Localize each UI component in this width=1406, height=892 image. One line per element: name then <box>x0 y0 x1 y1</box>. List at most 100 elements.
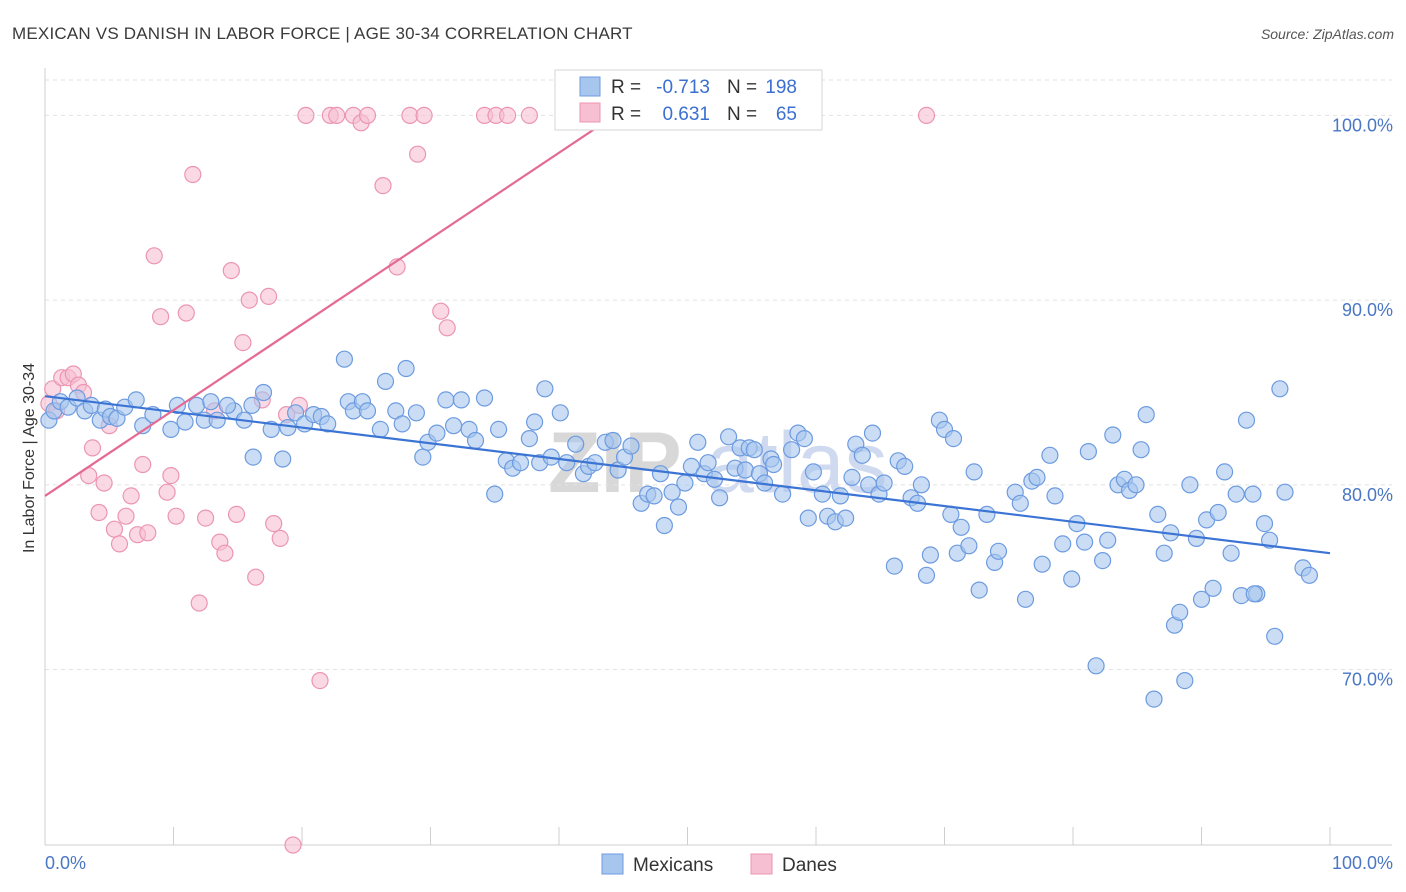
danes-point <box>374 177 392 195</box>
mexicans-point <box>1132 441 1150 459</box>
danes-point <box>197 509 215 527</box>
mexicans-point <box>863 424 882 442</box>
mexicans-point <box>1011 494 1029 512</box>
mexicans-point <box>511 454 530 472</box>
mexicans-point <box>274 450 292 468</box>
mexicans-point <box>127 391 145 409</box>
mexicans-point <box>208 411 226 429</box>
danes-point <box>110 535 129 553</box>
y-tick-label: 70.0% <box>1342 670 1393 690</box>
x-tick-label-min: 0.0% <box>45 853 86 873</box>
chart-title: MEXICAN VS DANISH IN LABOR FORCE | AGE 3… <box>12 24 633 43</box>
danes-point <box>499 106 517 125</box>
danes-point <box>95 474 113 492</box>
mexicans-point <box>965 463 983 481</box>
stats-r-value-mexicans: -0.713 <box>656 77 710 98</box>
y-tick-label: 90.0% <box>1342 300 1393 320</box>
stats-r-value-danes: 0.631 <box>662 104 710 125</box>
mexicans-point <box>1181 476 1199 494</box>
mexicans-point <box>437 391 455 409</box>
mexicans-point <box>689 433 707 451</box>
mexicans-point <box>452 391 470 409</box>
mexicans-point <box>1099 531 1117 549</box>
mexicans-point <box>944 430 963 448</box>
mexicans-point <box>875 474 893 492</box>
stats-r-label-danes: R = <box>611 104 641 125</box>
mexicans-point <box>1054 535 1072 553</box>
mexicans-point <box>244 448 262 466</box>
danes-point <box>260 287 278 305</box>
stats-swatch-mexicans <box>579 76 601 97</box>
mexicans-point <box>393 415 411 433</box>
stats-legend: R = -0.713 N = 198 R = 0.631 N = 65 <box>554 69 823 131</box>
mexicans-point <box>376 372 395 390</box>
danes-point <box>271 529 289 548</box>
danes-point <box>117 507 135 525</box>
danes-point <box>122 487 140 505</box>
legend-swatch-mexicans <box>601 853 624 875</box>
mexicans-point <box>520 430 539 448</box>
mexicans-point <box>1271 380 1289 398</box>
mexicans-point <box>162 420 180 438</box>
mexicans-point <box>917 566 936 584</box>
x-tick-label-max: 100.0% <box>1332 853 1393 873</box>
mexicans-point <box>719 428 738 446</box>
mexicans-point <box>525 413 544 431</box>
legend-label-danes: Danes <box>782 855 837 876</box>
legend-label-mexicans: Mexicans <box>633 855 713 876</box>
danes-point <box>401 106 419 125</box>
mexicans-point <box>942 505 960 524</box>
danes-point <box>222 262 240 280</box>
mexicans-point <box>1204 579 1222 597</box>
danes-point <box>297 106 315 125</box>
danes-point <box>158 483 176 501</box>
danes-trend-line <box>44 108 624 497</box>
stats-swatch-danes <box>579 102 601 123</box>
danes-point <box>134 455 152 474</box>
mexicans-point <box>567 435 585 453</box>
danes-point <box>284 836 302 854</box>
mexicans-point <box>490 420 508 438</box>
danes-point <box>234 334 252 352</box>
mexicans-point <box>1255 514 1274 533</box>
y-tick-label: 100.0% <box>1332 115 1393 135</box>
mexicans-point <box>782 441 801 459</box>
danes-point <box>184 165 202 184</box>
legend: Mexicans Danes <box>601 853 837 876</box>
danes-point <box>105 520 124 538</box>
danes-point <box>227 505 246 524</box>
mexicans-point <box>1266 627 1284 645</box>
danes-point <box>240 291 258 309</box>
danes-point <box>328 106 346 125</box>
mexicans-trend-line <box>44 395 1331 555</box>
mexicans-point <box>804 463 823 481</box>
chart-source: Source: ZipAtlas.com <box>1261 26 1394 42</box>
mexicans-point <box>853 446 871 464</box>
mexicans-point <box>896 457 914 475</box>
danes-point <box>438 319 456 337</box>
mexicans-point <box>287 404 305 422</box>
mexicans-point <box>710 489 729 507</box>
mexicans-point <box>813 485 832 503</box>
mexicans-point <box>1063 570 1081 588</box>
y-axis-label: In Labor Force | Age 30-34 <box>21 363 38 553</box>
mexicans-point <box>68 389 86 407</box>
mexicans-point <box>335 350 353 368</box>
mexicans-point <box>1075 533 1094 551</box>
mexicans-point <box>536 380 554 398</box>
mexicans-point <box>1145 690 1163 708</box>
mexicans-point <box>1127 476 1145 494</box>
mexicans-point <box>371 420 389 438</box>
mexicans-point <box>1079 443 1098 461</box>
mexicans-point <box>428 424 446 442</box>
danes-point <box>167 507 185 525</box>
mexicans-point <box>243 396 261 414</box>
mexicans-point <box>1155 544 1173 562</box>
mexicans-point <box>669 498 688 516</box>
mexicans-point <box>558 454 576 472</box>
mexicans-point <box>885 557 904 575</box>
mexicans-point <box>952 518 970 536</box>
danes-point <box>409 145 427 163</box>
mexicans-point <box>1300 566 1319 584</box>
axes: 0.0% 100.0% <box>44 68 1393 873</box>
